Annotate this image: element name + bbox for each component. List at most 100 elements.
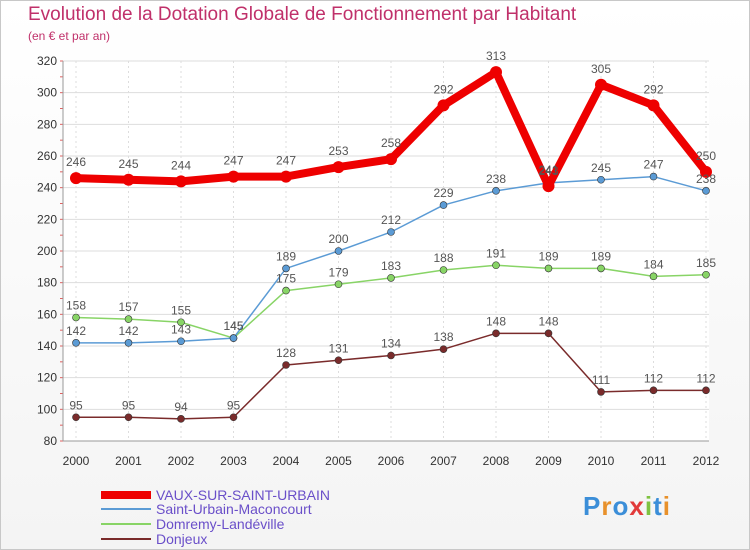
proxiti-logo: Proxiti: [583, 491, 671, 522]
data-label: 134: [381, 337, 401, 351]
data-label: 247: [643, 158, 663, 172]
data-label: 243: [538, 164, 558, 178]
data-label: 184: [643, 257, 663, 271]
data-point: [702, 187, 710, 195]
x-tick-label: 2008: [483, 454, 510, 468]
data-point: [492, 187, 500, 195]
y-tick-label: 240: [37, 181, 57, 195]
data-point: [282, 286, 290, 295]
y-tick-label: 300: [37, 86, 57, 100]
data-label: 313: [486, 49, 506, 63]
data-label: 145: [223, 319, 243, 333]
data-point: [439, 201, 448, 209]
data-label: 138: [433, 330, 453, 344]
x-tick-label: 2011: [641, 454, 667, 468]
data-point: [542, 180, 555, 193]
data-label: 250: [696, 149, 716, 163]
data-label: 183: [381, 259, 401, 273]
x-tick-label: 2002: [168, 454, 195, 468]
x-tick-label: 2006: [378, 454, 405, 468]
y-tick-label: 320: [37, 54, 57, 68]
logo-letter: o: [612, 491, 630, 521]
data-point: [385, 153, 397, 166]
data-label: 142: [66, 324, 86, 338]
data-point: [124, 413, 133, 422]
logo-letter: i: [662, 491, 671, 521]
y-tick-label: 280: [37, 117, 57, 131]
data-point: [439, 266, 448, 274]
x-tick-label: 2007: [430, 454, 457, 468]
logo-letter: x: [629, 491, 645, 521]
x-tick-label: 2005: [325, 454, 352, 468]
data-point: [649, 272, 658, 281]
data-label: 247: [223, 154, 243, 168]
data-label: 189: [591, 249, 611, 263]
data-point: [334, 247, 343, 255]
logo-letter: i: [644, 491, 654, 521]
y-tick-label: 260: [37, 149, 57, 163]
data-point: [649, 386, 658, 395]
y-tick-label: 220: [37, 212, 57, 226]
data-point: [387, 351, 395, 360]
data-label: 258: [381, 136, 401, 150]
logo-letter: r: [601, 491, 613, 521]
data-point: [647, 99, 660, 112]
legend-swatch: [101, 538, 151, 540]
data-point: [544, 329, 553, 338]
data-point: [177, 415, 185, 423]
data-point: [280, 170, 292, 183]
chart-title: Evolution de la Dotation Globale de Fonc…: [28, 4, 577, 25]
data-label: 189: [538, 249, 558, 263]
legend-swatch: [101, 523, 151, 525]
data-label: 95: [122, 398, 136, 412]
legend-swatch: [101, 508, 151, 510]
data-label: 148: [538, 314, 558, 328]
data-label: 200: [328, 232, 348, 246]
x-tick-label: 2004: [273, 454, 300, 468]
data-label: 158: [66, 299, 86, 313]
data-label: 175: [276, 272, 296, 286]
data-point: [492, 261, 500, 270]
chart-subtitle: (en € et par an): [28, 29, 111, 43]
data-point: [437, 99, 450, 112]
x-tick-label: 2010: [588, 454, 615, 468]
x-tick-label: 2000: [63, 454, 90, 468]
data-point: [334, 356, 343, 365]
data-point: [702, 270, 710, 279]
legend-label: Donjeux: [156, 531, 208, 547]
data-point: [332, 161, 345, 174]
y-tick-label: 200: [37, 244, 57, 258]
data-point: [72, 339, 80, 347]
x-tick-label: 2001: [115, 454, 142, 468]
data-point: [227, 170, 240, 183]
data-point: [72, 313, 80, 322]
y-tick-label: 180: [37, 276, 57, 290]
data-point: [334, 280, 343, 289]
data-point: [229, 334, 238, 342]
legend-swatch: [101, 491, 151, 499]
legend-label: VAUX-SUR-SAINT-URBAIN: [156, 487, 330, 503]
data-label: 238: [696, 172, 716, 186]
data-label: 245: [118, 157, 138, 171]
data-label: 305: [591, 62, 611, 76]
data-point: [72, 413, 80, 422]
data-label: 95: [227, 398, 241, 412]
data-point: [177, 337, 185, 346]
data-point: [387, 274, 395, 282]
data-label: 189: [276, 249, 296, 263]
data-label: 253: [328, 144, 348, 158]
data-label: 112: [696, 371, 715, 385]
data-point: [597, 264, 605, 273]
data-label: 247: [276, 154, 296, 168]
y-tick-label: 140: [37, 339, 57, 353]
x-tick-label: 2012: [693, 454, 720, 468]
x-tick-label: 2003: [220, 454, 247, 468]
data-point: [544, 264, 553, 273]
y-tick-label: 120: [37, 371, 57, 385]
data-label: 246: [66, 155, 86, 169]
data-point: [282, 264, 290, 273]
data-label: 292: [643, 82, 663, 96]
data-label: 143: [171, 322, 191, 336]
data-label: 112: [644, 371, 663, 385]
